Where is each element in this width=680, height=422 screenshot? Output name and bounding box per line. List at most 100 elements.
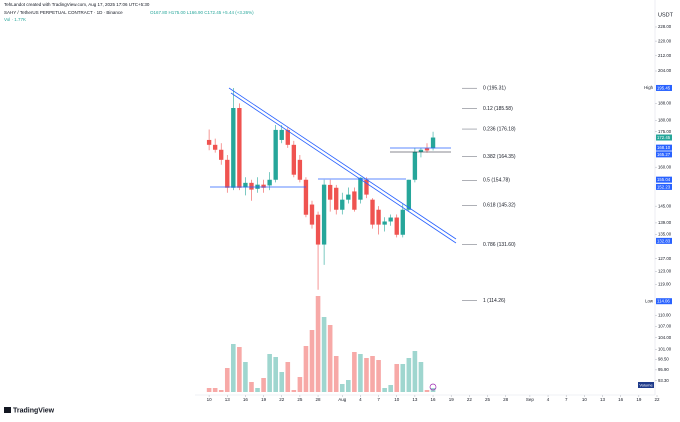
- volume-bar: [321, 317, 327, 392]
- candle-body: [364, 179, 369, 195]
- price-tag-label: 155.04: [657, 177, 671, 182]
- candle-body: [412, 151, 418, 180]
- candle-body: [231, 108, 236, 188]
- x-tick-label: 19: [261, 397, 267, 402]
- y-tick-label: 160.00: [658, 164, 672, 169]
- volume-bar: [424, 390, 430, 392]
- volume-bar: [285, 362, 291, 392]
- y-tick-label: 95.90: [658, 367, 669, 372]
- fib-label: 0.5 (154.78): [483, 178, 510, 184]
- x-tick-label: 19: [636, 397, 642, 402]
- ohlc: O167.80 H175.00 L166.90 C172.45 +5.44 (+…: [150, 10, 254, 15]
- volume-bar: [249, 382, 254, 392]
- y-tick-label: 220.00: [658, 38, 672, 43]
- x-tick-label: 13: [225, 397, 231, 402]
- price-tag-label: 152.23: [657, 184, 671, 189]
- volume-bar: [303, 346, 309, 392]
- y-tick-label: 135.00: [658, 232, 672, 237]
- y-tick-label: 127.00: [658, 256, 672, 261]
- candle-body: [352, 191, 357, 210]
- fib-label: 0.786 (131.60): [483, 242, 516, 248]
- price-tag-label: 172.45: [657, 135, 671, 140]
- y-tick-label: 101.00: [658, 346, 672, 351]
- price-tag: [656, 298, 672, 305]
- candle-body: [225, 159, 230, 188]
- volume-bar: [309, 330, 315, 392]
- x-tick-label: Sep: [526, 397, 535, 402]
- currency: USDT: [658, 12, 674, 18]
- candle-body: [388, 217, 393, 222]
- y-tick-label: 204.00: [658, 68, 672, 73]
- volume-bar: [358, 354, 363, 392]
- volume-bar: [352, 352, 357, 392]
- volume-bar: [364, 358, 369, 392]
- x-tick-label: 13: [600, 397, 606, 402]
- y-tick-label: 188.00: [658, 100, 672, 105]
- volume-bar: [418, 362, 424, 392]
- volume-bar: [224, 368, 230, 392]
- candle-body: [394, 217, 399, 235]
- volume-bar: [243, 362, 248, 392]
- price-tag: [656, 84, 672, 91]
- logo: TradingView: [13, 407, 55, 414]
- y-tick-label: 93.30: [658, 378, 669, 383]
- fib-label: 0.12 (185.58): [483, 106, 513, 112]
- y-tick-label: 228.00: [658, 24, 672, 29]
- candle-body: [212, 144, 218, 150]
- volume-bar: [315, 296, 321, 392]
- volume-bar: [400, 364, 406, 392]
- candle-body: [418, 149, 424, 152]
- candle-body: [206, 139, 212, 145]
- y-tick-label: 119.00: [658, 282, 671, 287]
- y-tick-label: 175.00: [658, 129, 672, 134]
- volume-bar: [346, 380, 351, 392]
- candle-body: [249, 182, 254, 190]
- candle-body: [370, 199, 375, 225]
- volume-bar: [333, 356, 339, 392]
- x-tick-label: 16: [431, 397, 437, 402]
- candle-body: [315, 214, 321, 245]
- candle-body: [303, 179, 309, 215]
- price-tag-name: Low: [645, 298, 654, 303]
- x-tick-label: 4: [359, 397, 362, 402]
- price-tag-label: 165.27: [657, 152, 671, 157]
- price-tag-label: 114.06: [657, 299, 670, 304]
- volume-bar: [273, 357, 278, 392]
- price-tag-label: 195.45: [657, 85, 671, 90]
- x-tick-label: 19: [449, 397, 455, 402]
- x-tick-label: 10: [207, 397, 213, 402]
- volume-bar: [218, 390, 224, 392]
- candle-body: [376, 209, 381, 225]
- fib-label: 0.236 (176.18): [483, 126, 516, 132]
- fib-label: 0 (195.31): [483, 86, 506, 92]
- candle-body: [327, 184, 333, 200]
- candle-body: [267, 179, 272, 186]
- price-tag: [656, 151, 672, 158]
- symbol: SAHY / TetherUS PERPETUAL CONTRACT · 1D …: [4, 10, 123, 15]
- event-icon[interactable]: [429, 383, 437, 391]
- price-tag: [656, 176, 672, 183]
- volume-bar: [382, 388, 387, 392]
- candle-body: [297, 159, 303, 180]
- volume-bar: [206, 388, 212, 392]
- candle-body: [261, 184, 266, 188]
- y-tick-label: 110.00: [658, 313, 671, 318]
- volume-bar: [291, 390, 297, 392]
- candle-body: [346, 194, 351, 200]
- candle-body: [285, 129, 290, 145]
- x-tick-label: 25: [485, 397, 491, 402]
- volume-badge-label: Volume: [639, 382, 653, 387]
- x-tick-label: 7: [565, 397, 568, 402]
- volume-bar: [394, 364, 400, 392]
- price-tag: [656, 183, 672, 190]
- logo-mark: [4, 407, 11, 413]
- x-tick-label: 10: [582, 397, 588, 402]
- candle-body: [243, 182, 248, 188]
- fib-label: 0.382 (164.35): [483, 154, 516, 160]
- candle-body: [406, 179, 412, 210]
- x-tick-label: 10: [394, 397, 400, 402]
- price-tag: [656, 144, 672, 151]
- y-tick-label: 212.00: [658, 53, 672, 58]
- candle-body: [430, 137, 436, 149]
